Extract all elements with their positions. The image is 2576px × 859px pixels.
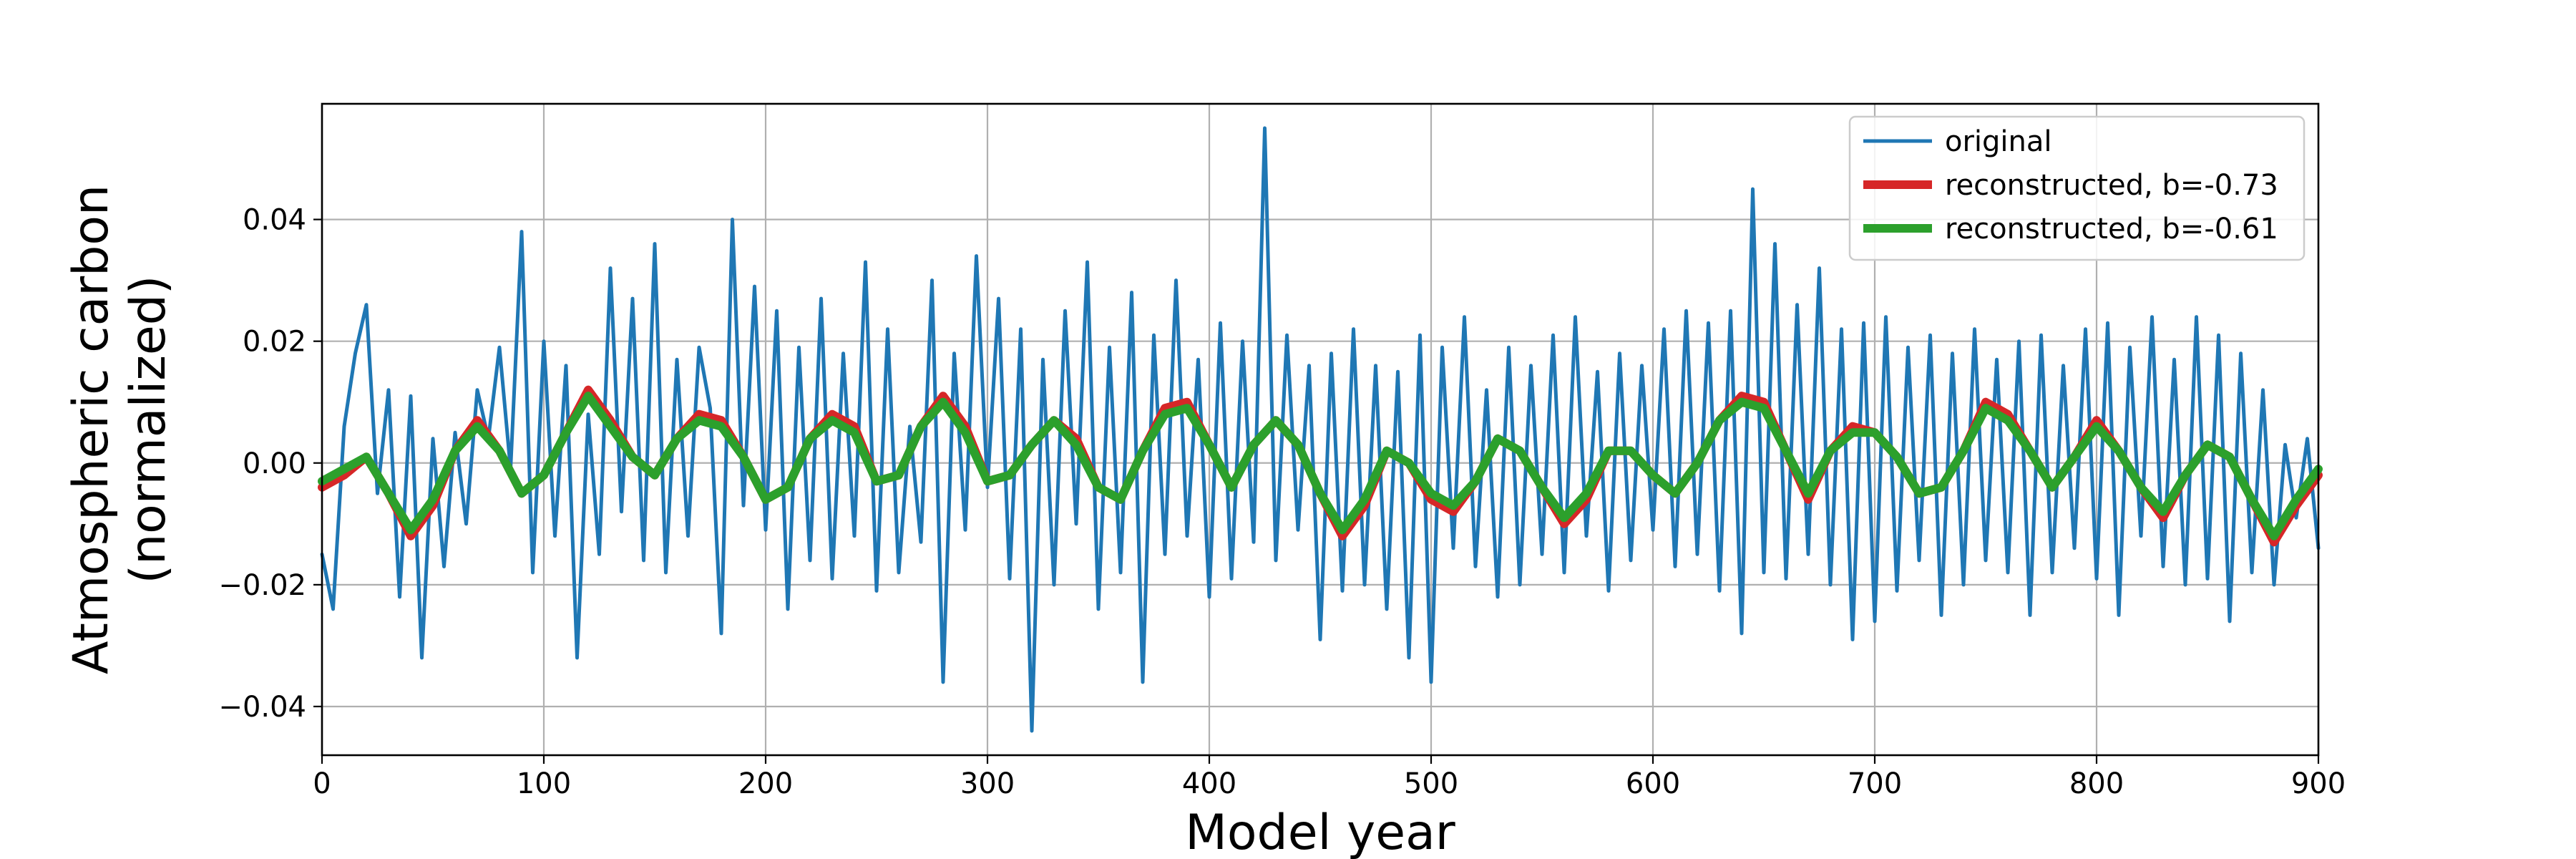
y-ticks: −0.04 −0.02 0.00 0.02 0.04 <box>218 204 322 724</box>
legend: original reconstructed, b=-0.73 reconstr… <box>1848 115 2306 261</box>
series-line-reconstructed-b061 <box>318 392 2323 540</box>
x-tick-label: 900 <box>2291 767 2346 800</box>
x-tick-label: 300 <box>960 767 1015 800</box>
x-tick-label: 100 <box>517 767 571 800</box>
x-tick-label: 600 <box>1626 767 1680 800</box>
legend-box <box>1848 115 2306 261</box>
x-tick-label: 0 <box>313 767 331 800</box>
legend-label-original: original <box>1945 125 2052 158</box>
x-ticks: 0 100 200 300 400 500 600 700 800 900 <box>313 755 2346 800</box>
y-axis-label: Atmospheric carbon (normalized) <box>63 185 177 674</box>
y-tick-label: 0.00 <box>243 447 306 480</box>
series-line-original <box>320 126 2321 733</box>
legend-label-reconstructed-b073: reconstructed, b=-0.73 <box>1945 169 2278 202</box>
legend-label-reconstructed-b061: reconstructed, b=-0.61 <box>1945 213 2278 246</box>
y-tick-label: −0.02 <box>218 569 306 602</box>
x-tick-label: 400 <box>1182 767 1236 800</box>
y-axis-label-line-1: Atmospheric carbon <box>63 185 119 674</box>
series-layer <box>318 126 2323 733</box>
x-tick-label: 800 <box>2069 767 2124 800</box>
x-tick-label: 700 <box>1848 767 1902 800</box>
plot-frame <box>321 102 2320 757</box>
y-tick-label: −0.04 <box>218 691 306 724</box>
y-axis-label-line-2: (normalized) <box>120 276 177 584</box>
x-axis-label: Model year <box>1185 805 1455 859</box>
y-tick-label: 0.04 <box>243 204 306 237</box>
x-tick-label: 500 <box>1404 767 1458 800</box>
x-tick-label: 200 <box>738 767 793 800</box>
y-tick-label: 0.02 <box>243 326 306 359</box>
series-line-reconstructed-b073 <box>318 385 2323 547</box>
